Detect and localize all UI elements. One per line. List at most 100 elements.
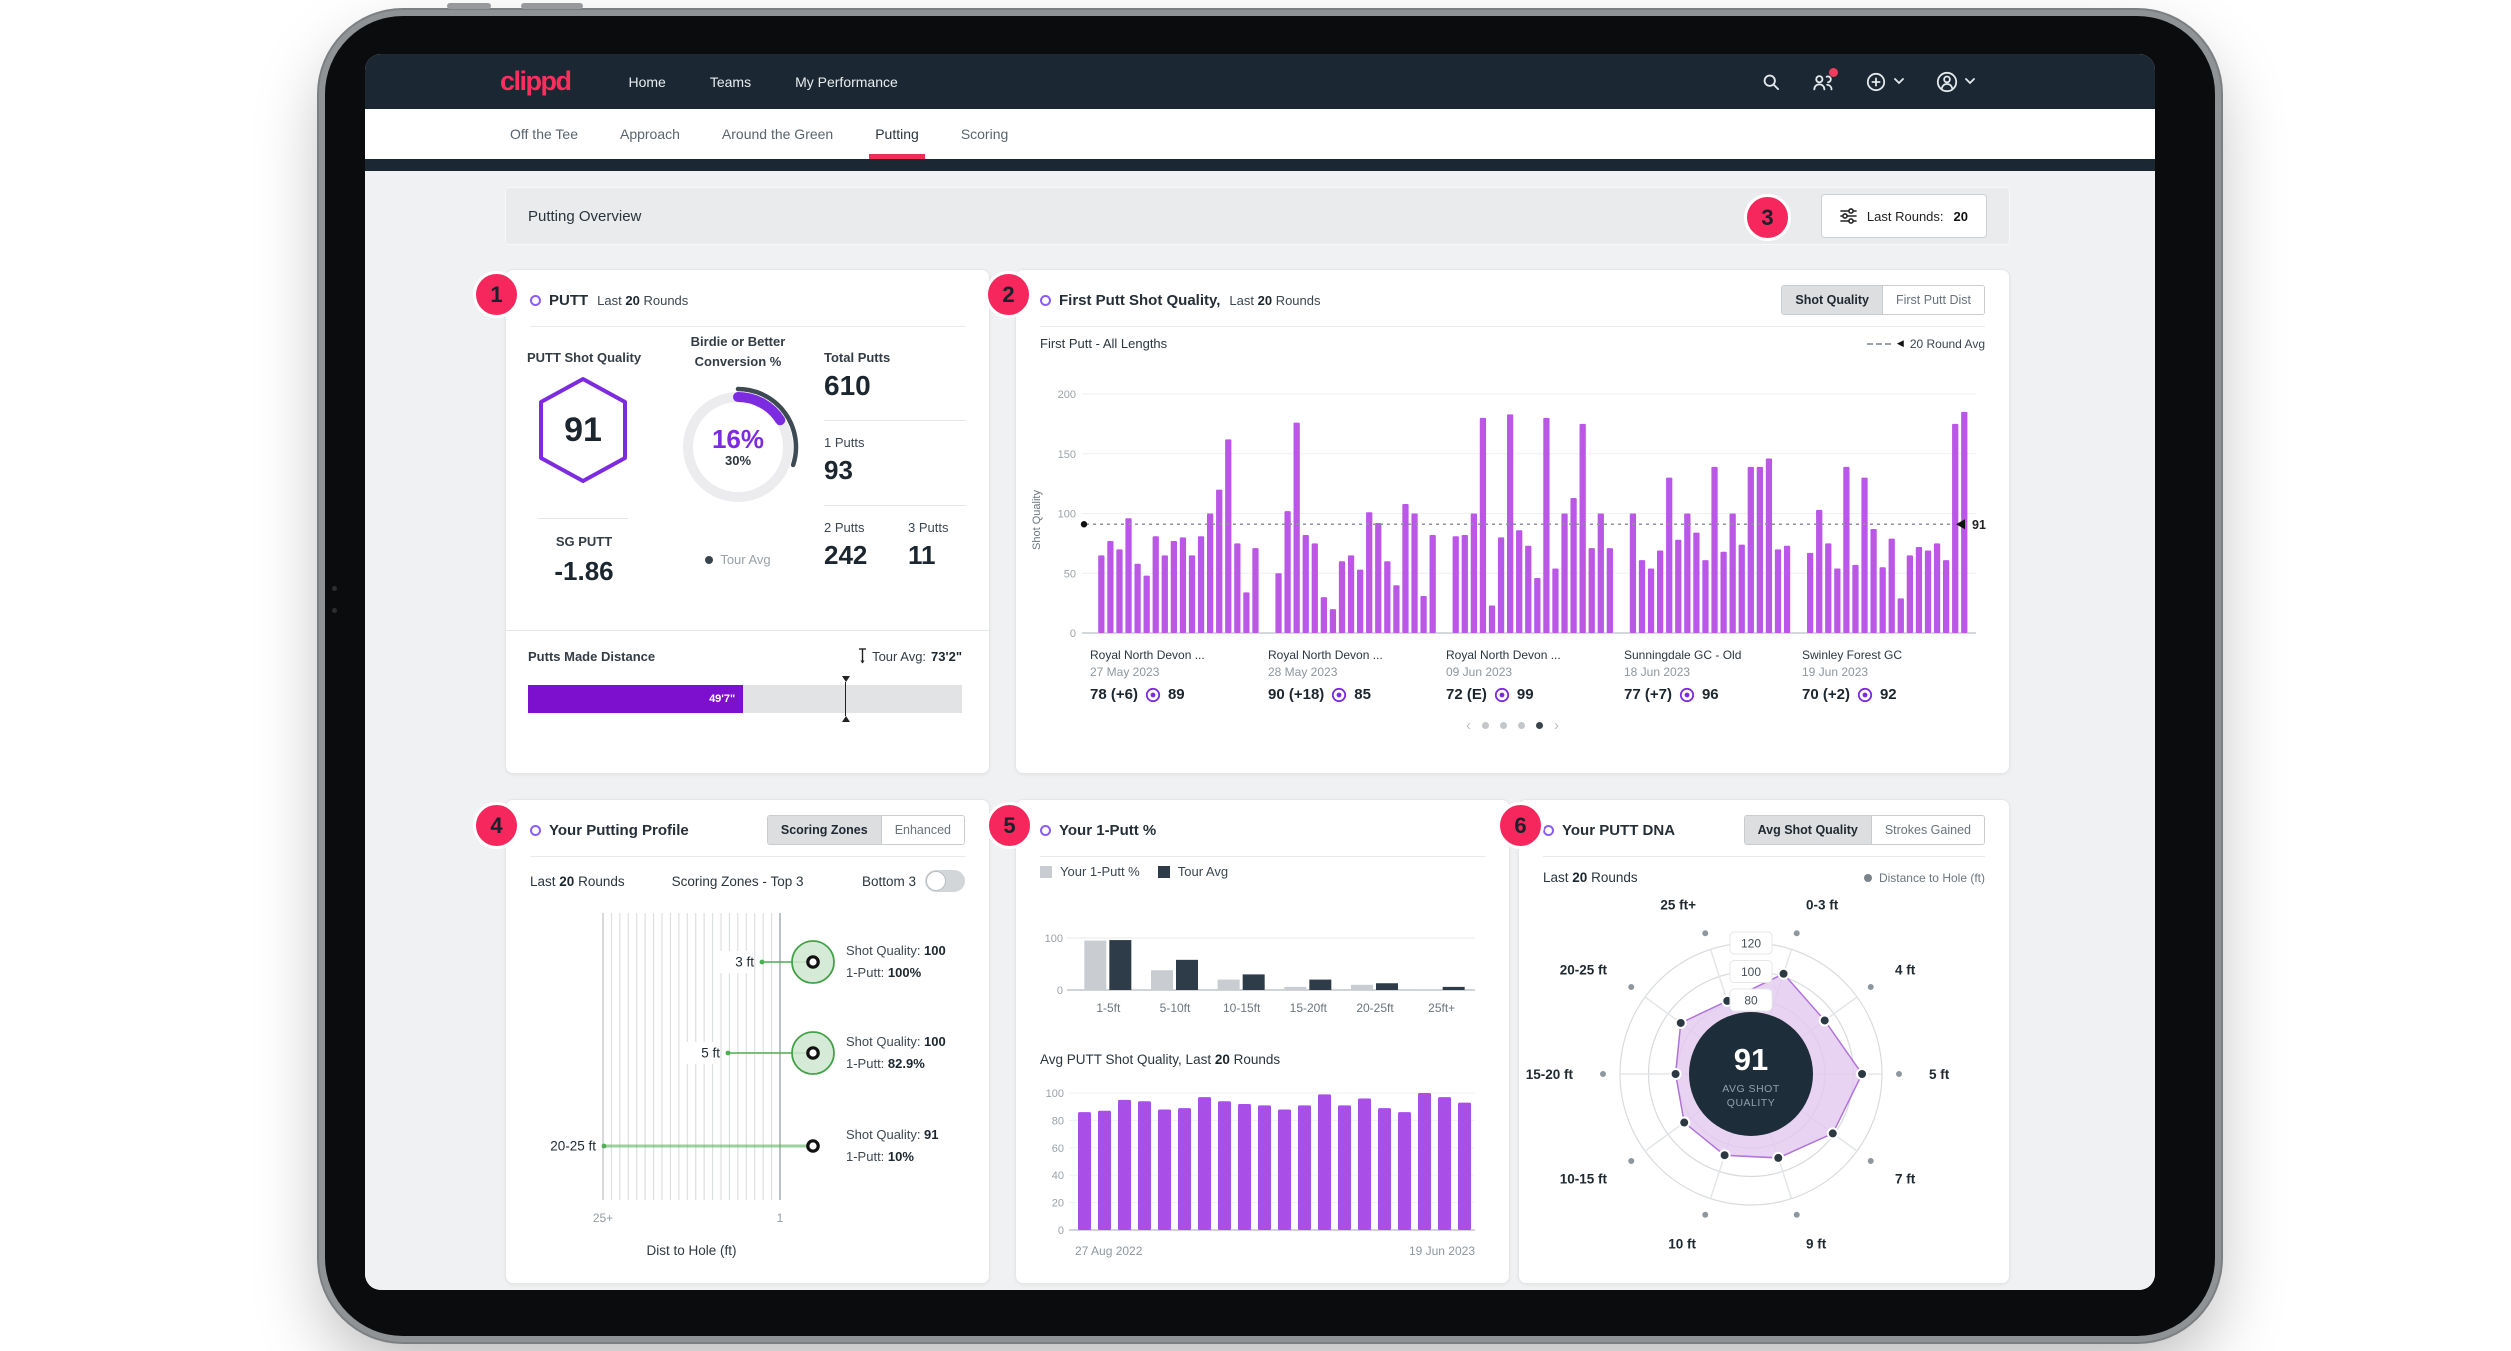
shot-quality-icon [1332, 687, 1347, 702]
segment-avg-shot-quality[interactable]: Avg Shot Quality [1744, 816, 1871, 844]
svg-text:Shot Quality: 100: Shot Quality: 100 [846, 1034, 946, 1049]
segment-first-putt-dist[interactable]: First Putt Dist [1881, 286, 1984, 314]
segment-shot-quality[interactable]: Shot Quality [1782, 286, 1882, 314]
last-rounds-button[interactable]: Last Rounds: 20 [1820, 194, 1987, 238]
first-putt-header: First Putt Shot Quality, Last 20 Rounds … [1040, 284, 1985, 316]
tablet-volume-button [521, 3, 583, 9]
pager-dot[interactable] [1482, 722, 1489, 729]
legend-label: Tour Avg [1177, 864, 1229, 879]
pager-dot[interactable] [1536, 722, 1543, 729]
svg-text:50: 50 [1064, 568, 1076, 580]
svg-text:25+: 25+ [593, 1211, 613, 1225]
first-putt-subheader: First Putt - All Lengths ◀ 20 Round Avg [1040, 336, 1985, 351]
first-putt-card: First Putt Shot Quality, Last 20 Rounds … [1015, 269, 2010, 774]
pager-dot[interactable] [1500, 722, 1507, 729]
svg-text:100: 100 [1046, 1088, 1064, 1100]
metric-circle-icon [530, 294, 541, 306]
bottom3-toggle[interactable] [925, 870, 965, 892]
putt-dna-card: Your PUTT DNA Avg Shot Quality Strokes G… [1518, 799, 2010, 1284]
tab-scoring[interactable]: Scoring [960, 126, 1009, 142]
svg-text:1-Putt: 100%: 1-Putt: 100% [846, 965, 922, 980]
pager-next-icon[interactable]: › [1554, 717, 1559, 734]
add-icon[interactable] [1865, 70, 1904, 94]
conversion-value: 16% [711, 423, 765, 454]
profile-controls: Last 20 Rounds Scoring Zones - Top 3 Bot… [530, 870, 965, 892]
round-score: 77 (+7) [1624, 686, 1672, 703]
one-putts-label: 1 Putts [824, 435, 865, 450]
dna-segmented: Avg Shot Quality Strokes Gained [1743, 815, 1985, 845]
two-putts-label: 2 Putts [824, 520, 865, 535]
segment-strokes-gained[interactable]: Strokes Gained [1870, 816, 1984, 844]
round-score-row: 70 (+2) 92 [1802, 686, 1980, 703]
round-course: Sunningdale GC - Old [1624, 648, 1742, 662]
svg-text:80: 80 [1744, 994, 1758, 1008]
conversion-tour-value: 30% [724, 453, 752, 469]
metric-circle-icon [1040, 294, 1051, 306]
chart-title: First Putt - All Lengths [1040, 336, 1168, 351]
tab-putting[interactable]: Putting [869, 109, 925, 159]
divider [538, 518, 628, 519]
segment-enhanced[interactable]: Enhanced [880, 816, 964, 844]
sg-putt-value: -1.86 [554, 556, 614, 586]
round-group-label: Sunningdale GC - Old 18 Jun 2023 77 (+7)… [1624, 648, 1802, 703]
total-putts-label: Total Putts [824, 350, 891, 365]
tab-around-the-green[interactable]: Around the Green [721, 126, 834, 142]
bezel-camera-dot [332, 586, 337, 591]
svg-text:4 ft: 4 ft [1895, 962, 1916, 977]
svg-text:100: 100 [1045, 933, 1063, 945]
nav-item-home[interactable]: Home [628, 73, 666, 90]
divider [824, 505, 966, 506]
shot-quality-label: PUTT Shot Quality [526, 350, 642, 365]
svg-text:20-25ft: 20-25ft [1356, 1001, 1394, 1015]
first-putt-chart: 0 50 100 150 200 Shot Quality 91 [1031, 389, 1986, 640]
svg-text:10 ft: 10 ft [1668, 1236, 1696, 1251]
metric-circle-icon [1543, 824, 1554, 836]
legend-swatch-icon [1040, 865, 1052, 878]
segment-scoring-zones[interactable]: Scoring Zones [767, 816, 881, 844]
round-course: Swinley Forest GC [1802, 648, 1903, 662]
annotation-badge-5: 5 [986, 802, 1033, 849]
page-title: Putting Overview [528, 207, 642, 225]
nav-item-my-performance[interactable]: My Performance [795, 73, 898, 90]
putts-made-header: Putts Made Distance Tour Avg: 73'2" [528, 648, 962, 664]
svg-text:Dist to Hole (ft): Dist to Hole (ft) [646, 1243, 736, 1258]
svg-text:27 Aug 2022: 27 Aug 2022 [1075, 1244, 1143, 1258]
svg-text:15-20ft: 15-20ft [1290, 1001, 1328, 1015]
divider [824, 420, 966, 421]
legend-item: Tour Avg [1157, 864, 1229, 879]
profile-header: Your Putting Profile Scoring Zones Enhan… [530, 814, 965, 846]
divider [1040, 856, 1485, 857]
round-avg-legend: ◀ 20 Round Avg [1866, 337, 1985, 351]
annotation-badge-3: 3 [1744, 194, 1791, 241]
tab-off-the-tee[interactable]: Off the Tee [510, 126, 578, 142]
annotation-badge-4: 4 [473, 802, 520, 849]
nav-item-teams[interactable]: Teams [709, 73, 752, 90]
divider [1040, 326, 1985, 327]
distance-legend: Distance to Hole (ft) [1863, 871, 1985, 885]
search-icon[interactable] [1761, 72, 1781, 92]
account-icon[interactable] [1934, 69, 1975, 95]
nav-icons [1761, 67, 1975, 95]
round-score: 70 (+2) [1802, 686, 1850, 703]
legend-dot-icon [1863, 873, 1872, 882]
svg-text:91: 91 [1734, 1042, 1768, 1077]
svg-text:Shot Quality: 91: Shot Quality: 91 [846, 1127, 939, 1142]
chart-pagination: ‹ › [1016, 718, 2009, 733]
annotation-badge-1: 1 [473, 271, 520, 318]
round-date: 27 May 2023 [1090, 665, 1160, 679]
tour-avg-dot-icon [705, 555, 714, 564]
pager-prev-icon[interactable]: ‹ [1466, 717, 1471, 734]
profile-segmented: Scoring Zones Enhanced [766, 815, 965, 845]
people-icon[interactable] [1811, 67, 1838, 93]
svg-text:QUALITY: QUALITY [1727, 1097, 1775, 1109]
tablet-power-button [447, 3, 491, 9]
round-score-row: 90 (+18) 85 [1268, 686, 1446, 703]
tour-avg-legend: Tour Avg [673, 552, 803, 567]
one-putt-title: Your 1-Putt % [1059, 821, 1157, 839]
scoring-zones-top3-label: Scoring Zones - Top 3 [671, 873, 804, 889]
pager-dot[interactable] [1518, 722, 1525, 729]
tab-approach[interactable]: Approach [619, 126, 680, 142]
three-putts-label: 3 Putts [908, 520, 949, 535]
putts-made-tour-avg: Tour Avg: 73'2" [858, 648, 962, 664]
